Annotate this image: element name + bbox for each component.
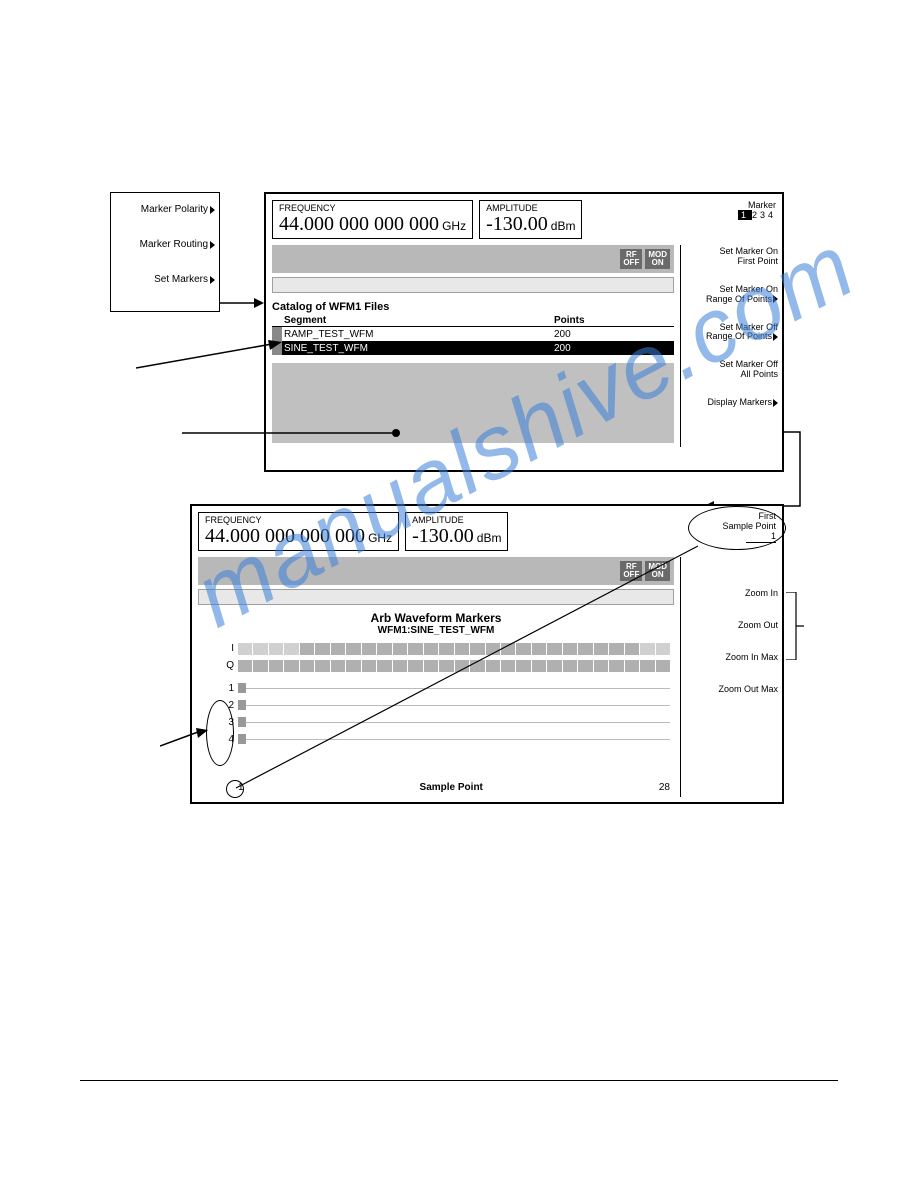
catalog-title: Catalog of WFM1 Files — [272, 301, 674, 313]
softkey-column: Set Marker On First Point Set Marker On … — [680, 245, 782, 447]
chevron-right-icon — [210, 206, 215, 214]
chevron-right-icon — [773, 333, 778, 341]
left-menu-item-polarity[interactable]: Marker Polarity — [111, 201, 219, 218]
arrow-icon — [220, 297, 264, 309]
left-menu-box: Marker Polarity Marker Routing Set Marke… — [110, 192, 220, 312]
frequency-value: 44.000 000 000 000 — [279, 213, 439, 235]
table-row[interactable]: RAMP_TEST_WFM 200 — [272, 327, 674, 341]
left-menu-item-routing[interactable]: Marker Routing — [111, 236, 219, 253]
softkey-set-on-range[interactable]: Set Marker On Range Of Points — [683, 285, 778, 305]
frequency-label: FREQUENCY — [279, 203, 466, 213]
callout-line — [220, 540, 740, 800]
chevron-right-icon — [773, 295, 778, 303]
col-segment: Segment — [284, 315, 554, 326]
table-row[interactable]: SINE_TEST_WFM 200 — [272, 341, 674, 355]
left-menu-label: Marker Polarity — [141, 204, 208, 215]
segment-points: 200 — [554, 329, 674, 340]
mod-badge: MODON — [645, 249, 670, 269]
status-strip — [272, 277, 674, 293]
marker-header-label: Marker — [588, 200, 776, 210]
softkey-set-off-range[interactable]: Set Marker Off Range Of Points — [683, 323, 778, 343]
marker-selector: Marker 1234 — [588, 200, 776, 220]
row-marker-icon — [272, 327, 282, 341]
rf-badge: RFOFF — [620, 249, 642, 269]
marker-num-1[interactable]: 1 — [738, 210, 752, 220]
amplitude-display: AMPLITUDE -130.00 dBm — [479, 200, 582, 239]
marker-num-2[interactable]: 2 — [752, 210, 760, 220]
chevron-right-icon — [210, 276, 215, 284]
pointer-line — [182, 428, 402, 438]
catalog-area: Catalog of WFM1 Files Segment Points RAM… — [266, 297, 680, 447]
marker-num-3[interactable]: 3 — [760, 210, 768, 220]
frequency-unit: GHz — [442, 219, 466, 233]
bracket-icon — [786, 592, 806, 660]
arrow-icon — [136, 340, 286, 370]
amplitude-value: -130.00 — [486, 213, 548, 235]
softkey-display-markers[interactable]: Display Markers — [683, 398, 778, 408]
frequency-label: FREQUENCY — [205, 515, 392, 525]
marker-num-4[interactable]: 4 — [768, 210, 776, 220]
segment-points: 200 — [554, 343, 674, 354]
segment-name: SINE_TEST_WFM — [284, 343, 554, 354]
footer-rule — [80, 1080, 838, 1081]
amplitude-label: AMPLITUDE — [486, 203, 575, 213]
chevron-right-icon — [210, 241, 215, 249]
arrow-icon — [160, 728, 210, 748]
left-menu-label: Set Markers — [154, 274, 208, 285]
softkey-set-off-all[interactable]: Set Marker Off All Points — [683, 360, 778, 380]
segment-name: RAMP_TEST_WFM — [284, 329, 554, 340]
mode-strip: RFOFF MODON — [272, 245, 674, 273]
amplitude-label: AMPLITUDE — [412, 515, 501, 525]
left-menu-item-setmarkers[interactable]: Set Markers — [111, 271, 219, 288]
catalog-header: Segment Points — [272, 315, 674, 327]
col-points: Points — [554, 315, 674, 326]
softkey-set-on-first[interactable]: Set Marker On First Point — [683, 247, 778, 267]
left-menu-label: Marker Routing — [140, 239, 208, 250]
frequency-display: FREQUENCY 44.000 000 000 000 GHz — [272, 200, 473, 239]
amplitude-unit: dBm — [551, 219, 576, 233]
chevron-right-icon — [773, 399, 778, 407]
